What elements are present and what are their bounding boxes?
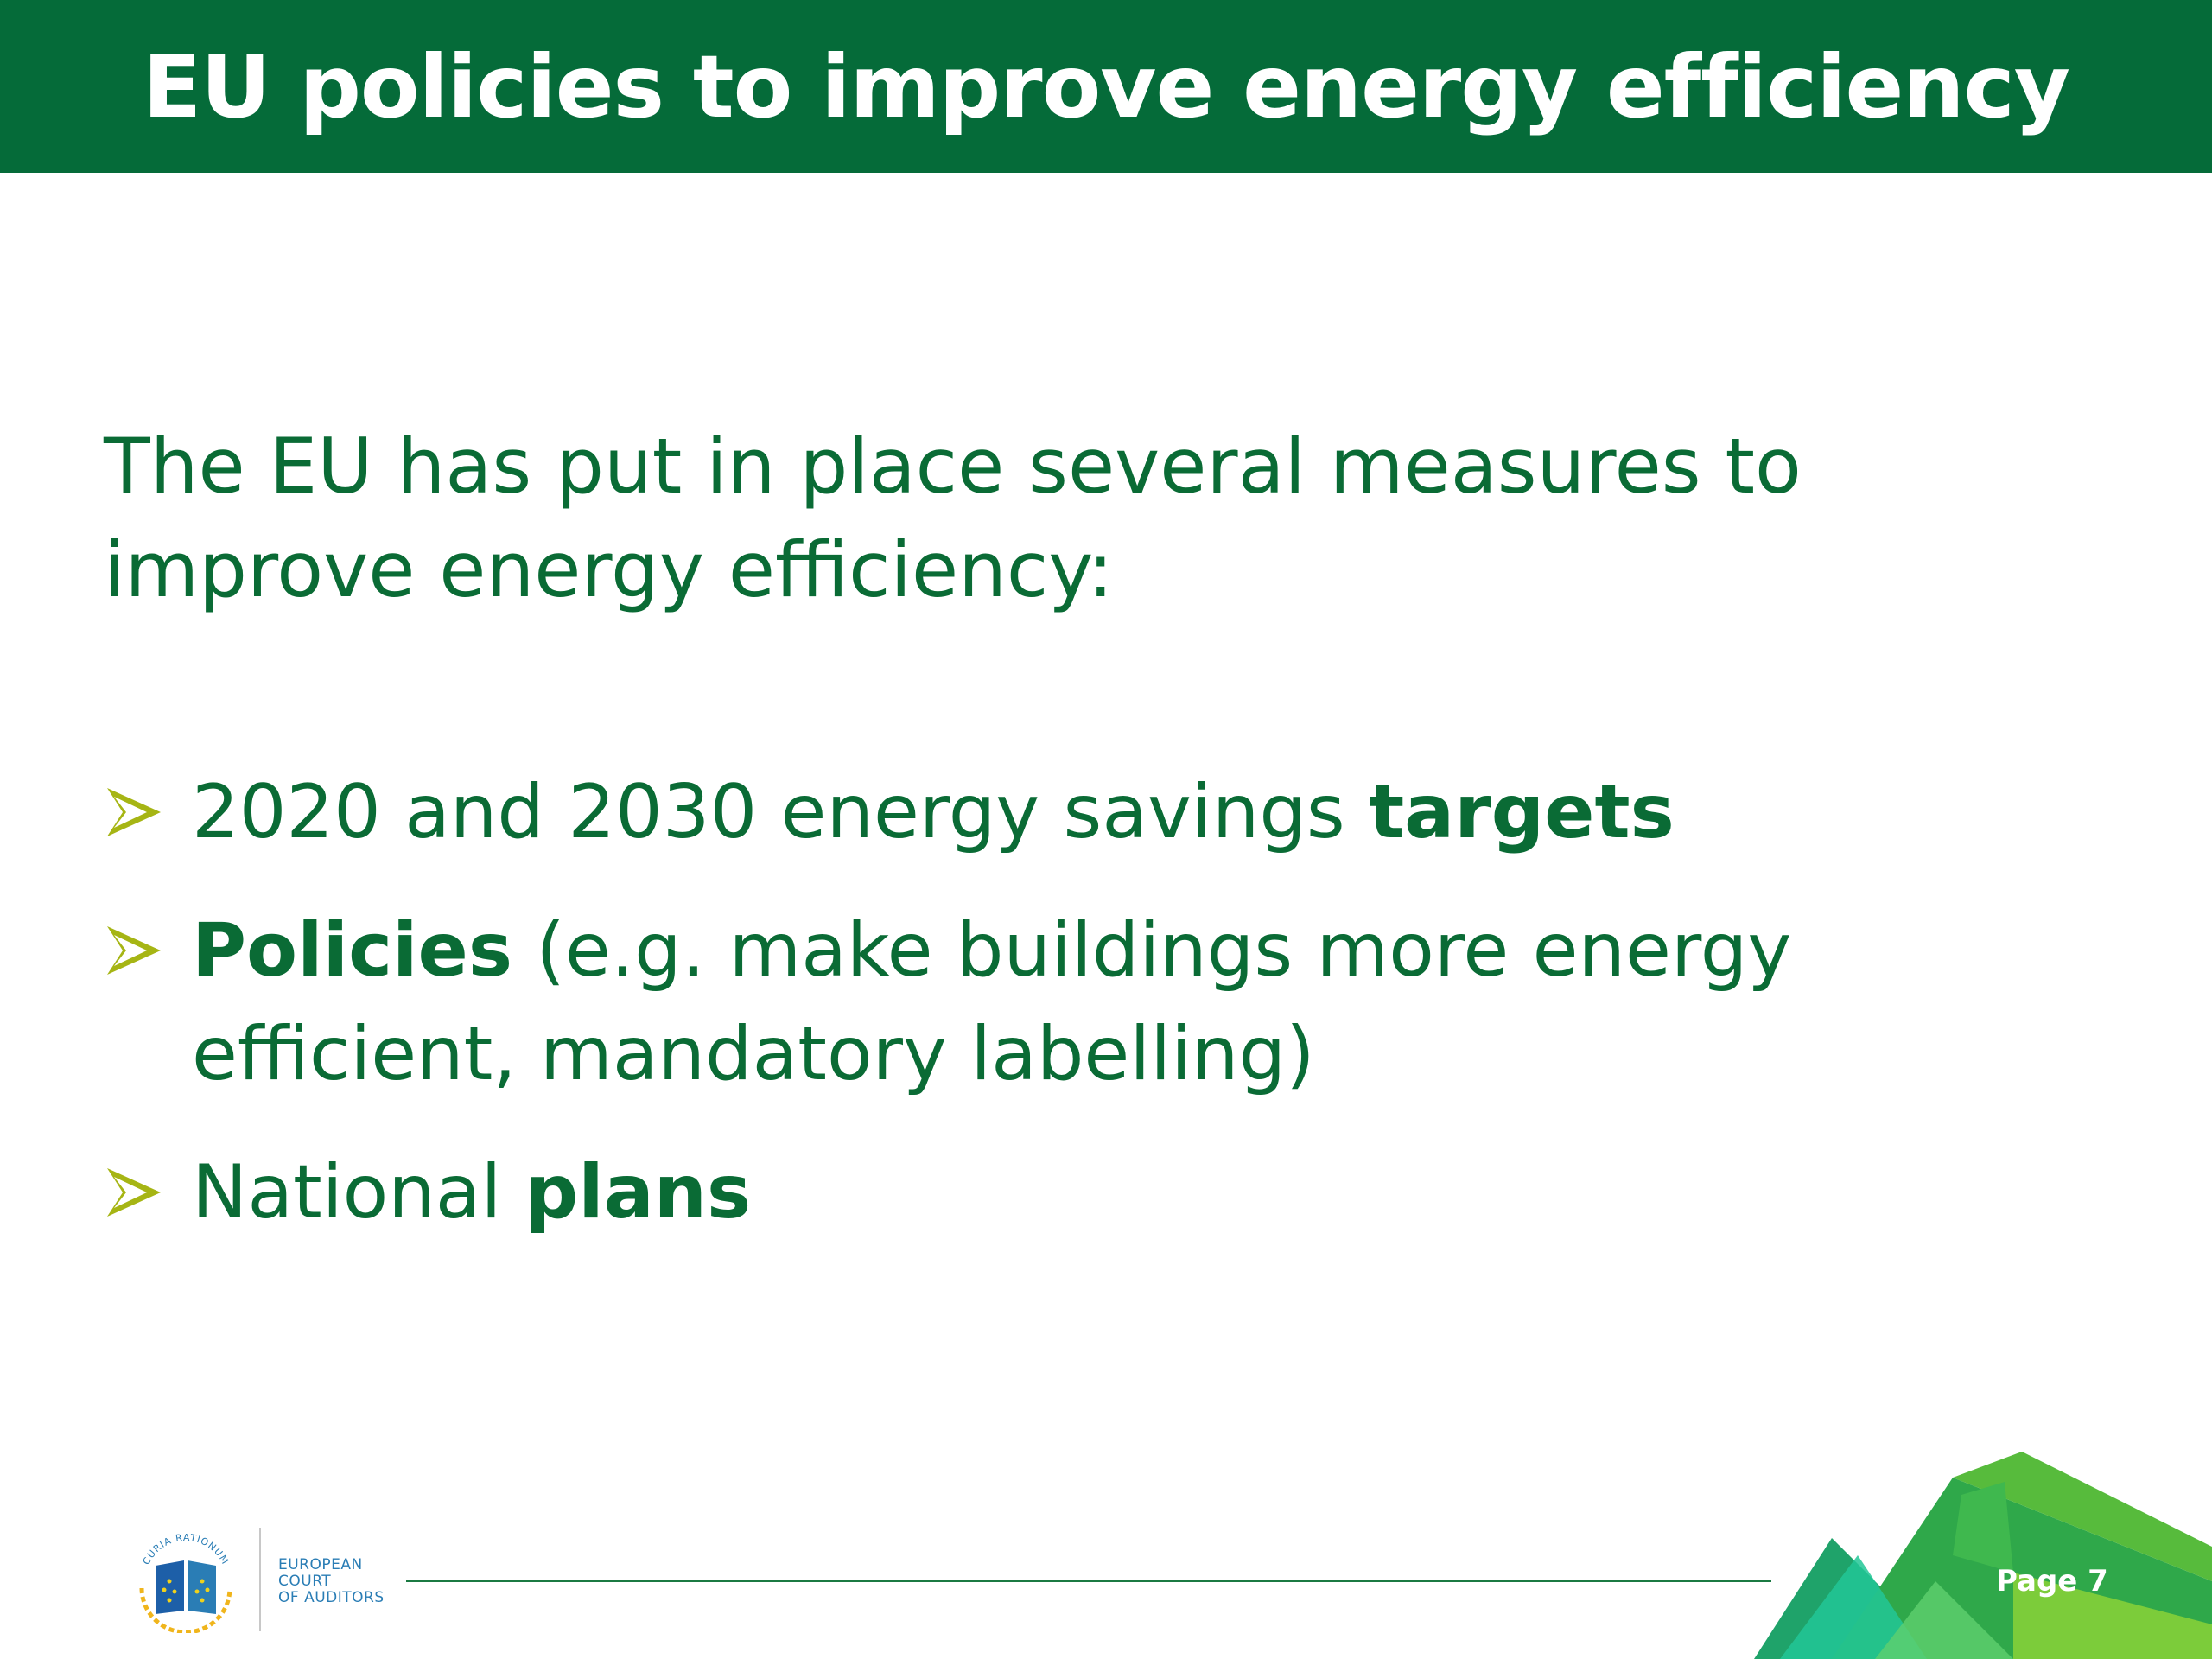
bullet-bold-text: Policies xyxy=(192,907,513,994)
title-bar: EU policies to improve energy efficiency xyxy=(0,0,2212,173)
bullet-item-targets: 2020 and 2030 energy savings targets xyxy=(104,760,2091,864)
arrow-bullet-icon xyxy=(107,1168,161,1217)
slide-title: EU policies to improve energy efficiency xyxy=(143,35,2070,137)
svg-text:CURIA RATIONUM: CURIA RATIONUM xyxy=(141,1532,232,1567)
bullet-list: 2020 and 2030 energy savings targets Pol… xyxy=(104,760,2091,1279)
eca-logo-icon: CURIA RATIONUM xyxy=(139,1532,232,1633)
intro-text: The EU has put in place several measures… xyxy=(104,422,1802,614)
arrow-bullet-icon xyxy=(107,926,161,975)
organization-name: EUROPEAN COURT OF AUDITORS xyxy=(278,1557,385,1606)
org-line: COURT xyxy=(278,1573,332,1590)
org-line: EUROPEAN xyxy=(278,1556,363,1573)
bullet-bold-text: plans xyxy=(524,1149,752,1236)
org-line: OF AUDITORS xyxy=(278,1589,385,1606)
bullet-text: National xyxy=(192,1149,525,1236)
bullet-text: 2020 and 2030 energy savings xyxy=(192,769,1370,855)
page-number: Page 7 xyxy=(1996,1564,2108,1599)
footer-divider-line xyxy=(406,1580,1771,1582)
bullet-bold-text: targets xyxy=(1369,769,1675,855)
logo-motto: CURIA RATIONUM xyxy=(141,1532,231,1567)
bullet-text-after: (e.g. make buildings more energy efficie… xyxy=(192,907,1792,1097)
bullet-item-policies: Policies (e.g. make buildings more energ… xyxy=(104,899,2091,1106)
logo-divider xyxy=(259,1528,261,1631)
corner-decoration xyxy=(1754,1452,2212,1659)
arrow-bullet-icon xyxy=(107,788,161,836)
bullet-item-plans: National plans xyxy=(104,1141,2091,1244)
